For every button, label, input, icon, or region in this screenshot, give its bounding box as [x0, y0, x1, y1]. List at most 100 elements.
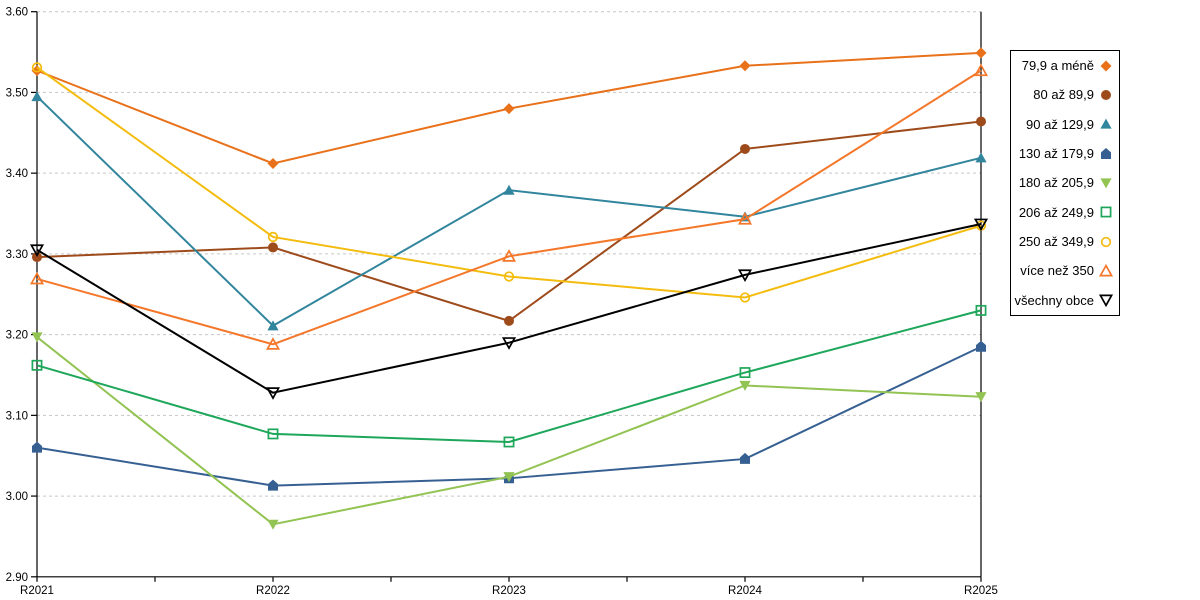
triangle-down-open-marker [1099, 294, 1113, 308]
pentagon-solid-marker [740, 452, 750, 464]
triangle-down-solid-marker [1100, 178, 1112, 189]
triangle-down-open-marker [501, 337, 517, 350]
y-axis-tick-label: 3.30 [6, 249, 28, 261]
series-1 [31, 47, 987, 169]
legend-item: 180 až 205,9 [1011, 176, 1119, 190]
series-line [36, 345, 982, 487]
x-axis-tick-label: R2021 [20, 585, 54, 597]
legend-label: 80 až 89,9 [1033, 87, 1094, 103]
circle-open-marker [503, 271, 515, 282]
legend-item: více než 350 [1011, 263, 1119, 279]
square-open-marker [267, 428, 279, 440]
series-line [36, 223, 982, 394]
pentagon-solid-marker [32, 441, 42, 453]
triangle-up-open-marker [501, 249, 517, 262]
triangle-down-open-marker [29, 244, 45, 257]
circle-solid-marker [268, 242, 278, 253]
legend-label: všechny obce [1014, 292, 1095, 308]
triangle-up-solid-marker [1100, 118, 1112, 129]
triangle-down-solid-marker [503, 472, 515, 483]
circle-solid-marker [504, 315, 514, 326]
diamond-solid-marker [739, 60, 751, 72]
legend-marker-icon [1100, 118, 1112, 129]
triangle-up-open-marker [973, 63, 989, 77]
legend-label: 79,9 a méně [1021, 58, 1094, 74]
y-axis-tick-label: 2.90 [6, 572, 28, 584]
series-line [36, 66, 982, 299]
y-axis-tick-label: 3.10 [6, 410, 28, 422]
triangle-down-solid-marker [739, 380, 751, 391]
y-axis-tick-label: 3.40 [6, 168, 28, 180]
triangle-up-open-marker [29, 271, 45, 285]
legend-label: 250 až 349,9 [1018, 234, 1094, 250]
pentagon-solid-marker [268, 479, 278, 491]
legend-item: 79,9 a méně [1011, 59, 1119, 73]
triangle-down-solid-marker [267, 519, 279, 530]
circle-open-marker [1100, 236, 1112, 247]
legend-marker-icon [1100, 206, 1112, 218]
triangle-down-open-marker [265, 387, 281, 400]
diamond-solid-marker [267, 157, 279, 169]
legend-item: 90 až 129,9 [1011, 117, 1119, 131]
legend-item: 80 až 89,9 [1011, 88, 1119, 102]
diamond-solid-marker [503, 103, 515, 115]
series-8 [29, 63, 989, 350]
circle-solid-marker [1101, 89, 1111, 100]
circle-open-marker [31, 62, 43, 73]
legend-label: více než 350 [1020, 263, 1094, 279]
legend-marker-icon [1101, 89, 1111, 100]
triangle-up-solid-marker [31, 91, 43, 102]
circle-solid-marker [32, 252, 42, 263]
triangle-up-open-marker [1099, 263, 1113, 277]
x-axis-tick-label: R2023 [492, 585, 526, 597]
diamond-solid-marker [31, 65, 43, 77]
series-6 [31, 304, 987, 448]
y-axis-tick-label: 3.50 [6, 87, 28, 99]
x-axis-tick-label: R2025 [964, 585, 998, 597]
legend-item: 130 až 179,9 [1011, 147, 1119, 161]
x-axis-tick-label: R2022 [256, 585, 290, 597]
pentagon-solid-marker [1101, 147, 1111, 159]
square-open-marker [31, 359, 43, 371]
triangle-up-solid-marker [503, 184, 515, 195]
series-line [36, 69, 982, 346]
circle-solid-marker [740, 143, 750, 154]
series-9 [29, 218, 989, 400]
chart-legend: 79,9 a méně 80 až 89,9 90 až 129,9 130 až 1… [1010, 50, 1120, 316]
legend-marker-icon [1101, 147, 1111, 159]
legend-marker-icon [1100, 178, 1112, 189]
triangle-up-solid-marker [975, 152, 987, 163]
triangle-down-solid-marker [975, 392, 987, 403]
triangle-up-open-marker [737, 212, 753, 225]
y-axis-tick-label: 3.20 [6, 330, 28, 342]
diamond-solid-marker [1100, 60, 1112, 72]
circle-open-marker [267, 231, 279, 243]
triangle-down-solid-marker [31, 332, 43, 343]
triangle-up-open-marker [265, 337, 281, 350]
circle-solid-marker [976, 116, 986, 127]
square-open-marker [739, 367, 751, 379]
legend-label: 130 až 179,9 [1018, 146, 1094, 162]
triangle-up-solid-marker [267, 320, 279, 331]
square-open-marker [1100, 206, 1112, 218]
legend-label: 206 až 249,9 [1018, 204, 1094, 220]
square-open-marker [975, 304, 987, 316]
legend-marker-icon [1100, 60, 1112, 72]
series-line [36, 336, 982, 526]
circle-open-marker [739, 292, 751, 303]
series-2 [32, 116, 986, 326]
series-5 [31, 332, 987, 530]
legend-item: 250 až 349,9 [1011, 235, 1119, 249]
series-7 [31, 62, 987, 303]
series-line [36, 95, 982, 327]
diamond-solid-marker [975, 47, 987, 59]
legend-label: 90 až 129,9 [1026, 116, 1094, 132]
legend-label: 180 až 205,9 [1018, 175, 1094, 191]
series-line [36, 309, 982, 443]
legend-marker-icon [1100, 236, 1112, 247]
legend-marker-icon [1099, 263, 1113, 277]
series-3 [31, 91, 987, 331]
legend-item: všechny obce [1011, 292, 1119, 308]
